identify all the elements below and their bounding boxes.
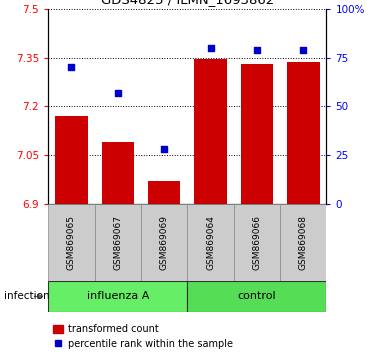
Title: GDS4825 / ILMN_1693862: GDS4825 / ILMN_1693862 [101, 0, 274, 6]
Point [161, 146, 167, 152]
Bar [102, 142, 134, 204]
Text: control: control [237, 291, 276, 302]
Bar [194, 59, 227, 204]
Bar [48, 204, 95, 281]
Bar [287, 62, 319, 204]
Bar [95, 204, 141, 281]
Legend: transformed count, percentile rank within the sample: transformed count, percentile rank withi… [53, 324, 233, 349]
Text: GSM869067: GSM869067 [113, 215, 122, 270]
Bar [241, 64, 273, 204]
Point [254, 47, 260, 53]
Bar [141, 204, 187, 281]
Point [115, 90, 121, 95]
Text: GSM869065: GSM869065 [67, 215, 76, 270]
Text: GSM869064: GSM869064 [206, 215, 215, 270]
Bar [280, 204, 326, 281]
Bar [48, 281, 187, 312]
Text: influenza A: influenza A [86, 291, 149, 302]
Point [69, 64, 75, 70]
Point [208, 45, 214, 51]
Bar [234, 204, 280, 281]
Bar [187, 204, 234, 281]
Text: GSM869069: GSM869069 [160, 215, 169, 270]
Text: GSM869068: GSM869068 [299, 215, 308, 270]
Text: GSM869066: GSM869066 [252, 215, 262, 270]
Bar [55, 116, 88, 204]
Bar [148, 181, 180, 204]
Text: infection: infection [4, 291, 49, 302]
Bar [187, 281, 326, 312]
Point [301, 47, 306, 53]
